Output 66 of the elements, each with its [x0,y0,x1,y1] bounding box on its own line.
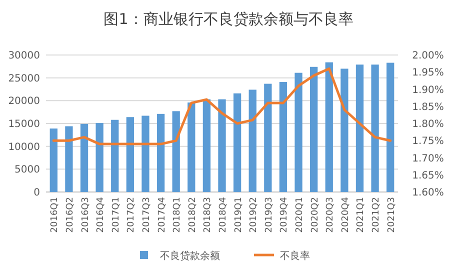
y-tick-label: 5000 [14,164,40,176]
bar [279,82,288,192]
x-tick-label: 2018Q2 [188,197,198,233]
x-tick-label: 2017Q4 [157,196,168,233]
bar [325,62,333,192]
line-series [52,67,392,146]
y2-tick-label: 1.85% [412,102,444,113]
legend-label: 不良率 [280,250,310,262]
bar [188,102,196,192]
bar [248,90,256,192]
bar [310,66,318,192]
x-tick-label: 2016Q4 [96,196,106,233]
bar [65,126,73,192]
bar [126,117,134,192]
bar [202,99,211,192]
x-tick-label: 2020Q3 [326,197,336,233]
bar [80,124,88,192]
bar [111,120,119,192]
y-tick-label: 20000 [8,96,40,108]
x-tick-label: 2018Q1 [172,197,183,233]
bar [142,116,150,192]
bar [218,99,226,192]
y2-tick-label: 1.65% [412,170,444,182]
bar [156,114,165,192]
bar [356,64,364,192]
bar [172,111,180,192]
x-tick-label: 2020Q2 [310,197,320,233]
bar [96,123,104,192]
x-tick-label: 2021Q2 [372,197,382,233]
x-tick-label: 2017Q2 [126,197,137,233]
bar [50,128,58,192]
y2-tick-label: 1.95% [412,68,444,79]
x-tick-label: 2016Q1 [50,197,60,233]
y2-tick-label: 1.90% [412,84,444,96]
x-tick-label: 2018Q3 [203,197,214,233]
x-tick-label: 2017Q3 [142,197,152,233]
bar [340,68,348,192]
y2-tick-label: 1.60% [412,188,444,198]
x-tick-label: 2020Q1 [295,197,306,233]
x-tick-label: 2019Q1 [234,197,244,233]
x-tick-label: 2020Q4 [340,196,351,233]
x-tick-label: 2017Q1 [111,197,122,233]
x-tick-label: 2016Q2 [65,197,76,233]
y-tick-label: 30000 [8,50,40,62]
bar [294,72,302,192]
legend-label: 不良贷款余额 [160,250,220,262]
y-tick-label: 0 [34,188,40,198]
x-tick-label: 2021Q1 [356,197,366,233]
x-tick-label: 2021Q3 [386,197,397,233]
bar [371,64,379,192]
bar [386,62,394,192]
x-tick-label: 2019Q4 [280,196,290,233]
bar [233,93,242,192]
y2-tick-label: 1.80% [412,119,444,130]
bar [264,84,272,192]
y-tick-label: 10000 [8,142,40,153]
x-tick-label: 2019Q2 [249,197,260,233]
x-tick-label: 2018Q4 [218,196,228,233]
y-tick-label: 25000 [8,73,40,84]
y2-tick-label: 1.75% [412,136,444,148]
x-tick-label: 2016Q3 [80,197,91,233]
chart-title: 图1：商业银行不良贷款余额与不良率 [104,10,354,28]
y2-tick-label: 2.00% [412,50,444,62]
y-tick-label: 15000 [8,119,40,130]
x-tick-label: 2019Q3 [264,197,274,233]
y2-tick-label: 1.70% [412,153,444,164]
